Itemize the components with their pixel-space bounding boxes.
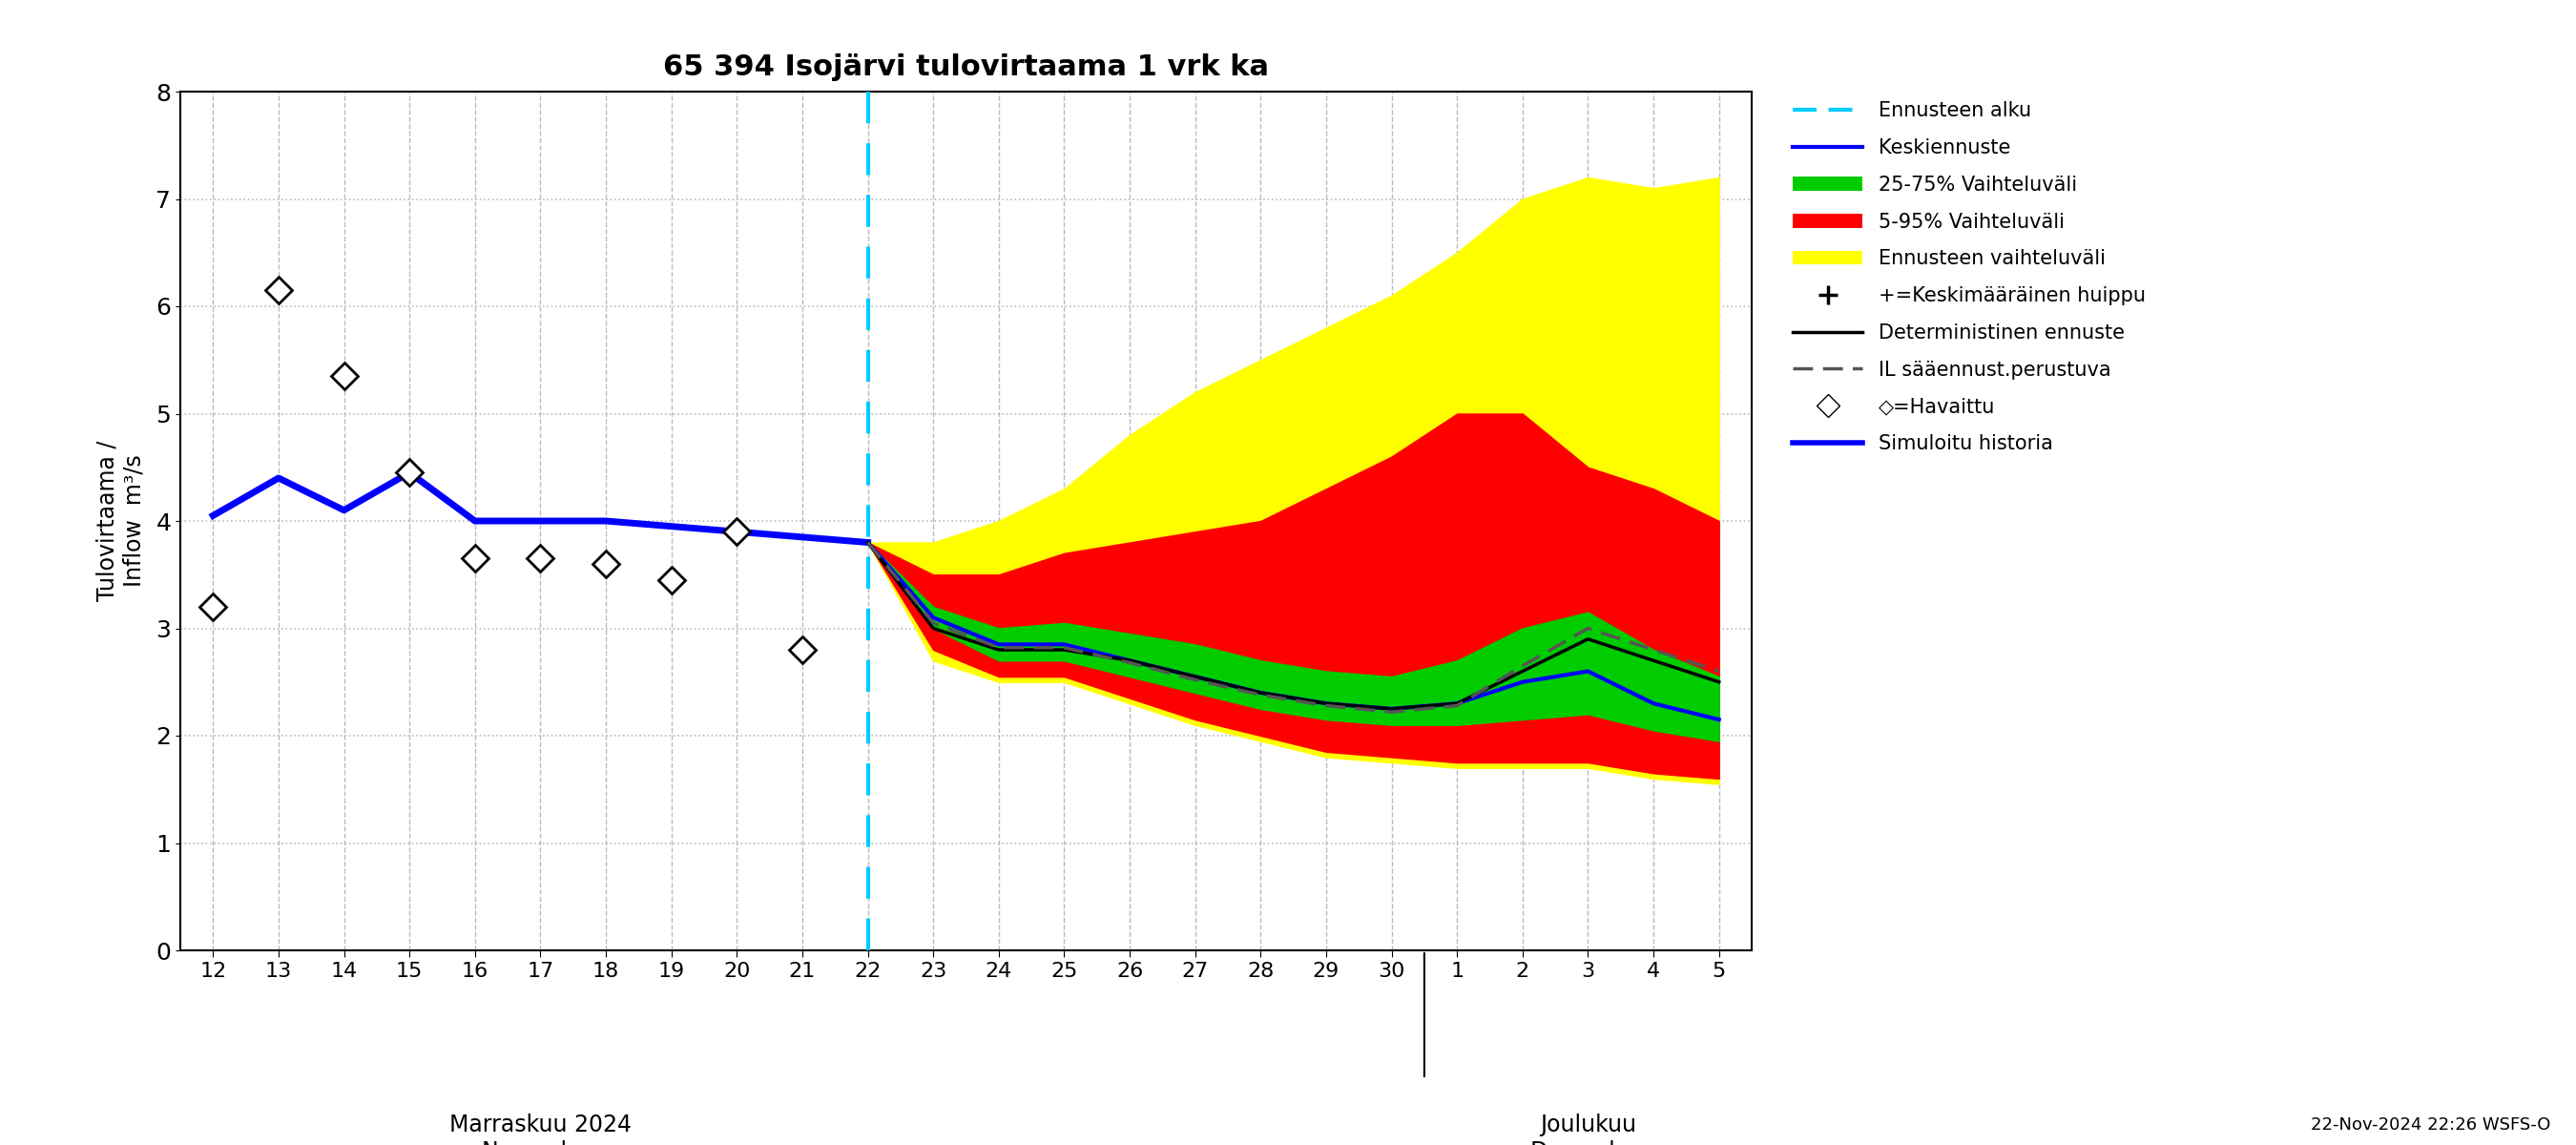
Title: 65 394 Isojärvi tulovirtaama 1 vrk ka: 65 394 Isojärvi tulovirtaama 1 vrk ka bbox=[662, 54, 1270, 81]
Y-axis label: Tulovirtaama /
Inflow  m³/s: Tulovirtaama / Inflow m³/s bbox=[95, 441, 144, 601]
Text: 22-Nov-2024 22:26 WSFS-O: 22-Nov-2024 22:26 WSFS-O bbox=[2311, 1116, 2550, 1134]
Text: Marraskuu 2024
November: Marraskuu 2024 November bbox=[448, 1113, 631, 1145]
Text: Joulukuu
December: Joulukuu December bbox=[1530, 1113, 1646, 1145]
Legend: Ennusteen alku, Keskiennuste, 25-75% Vaihteluväli, 5-95% Vaihteluväli, Ennusteen: Ennusteen alku, Keskiennuste, 25-75% Vai… bbox=[1793, 102, 2146, 453]
